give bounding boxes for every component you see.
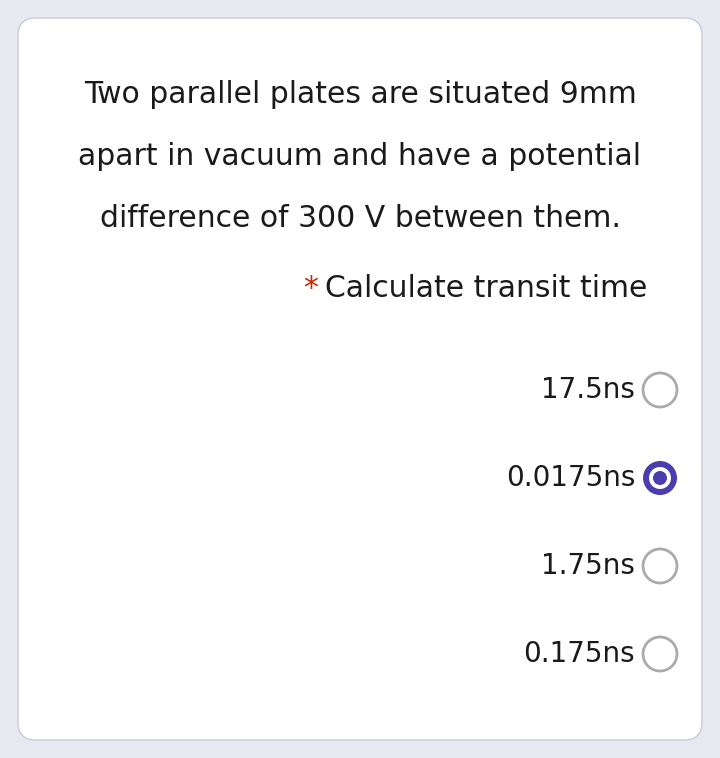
FancyBboxPatch shape — [18, 18, 702, 740]
Circle shape — [643, 373, 677, 407]
Text: difference of 300 V between them.: difference of 300 V between them. — [99, 204, 621, 233]
Text: Calculate transit time: Calculate transit time — [325, 274, 647, 303]
Circle shape — [653, 471, 667, 485]
Text: 0.175ns: 0.175ns — [523, 640, 635, 668]
Circle shape — [643, 637, 677, 671]
Text: 1.75ns: 1.75ns — [541, 552, 635, 580]
Text: *: * — [303, 274, 318, 303]
Text: Two parallel plates are situated 9mm: Two parallel plates are situated 9mm — [84, 80, 636, 109]
Text: apart in vacuum and have a potential: apart in vacuum and have a potential — [78, 142, 642, 171]
Circle shape — [643, 549, 677, 583]
Text: 17.5ns: 17.5ns — [541, 376, 635, 404]
Text: 0.0175ns: 0.0175ns — [505, 464, 635, 492]
Circle shape — [643, 461, 677, 495]
Circle shape — [649, 467, 671, 489]
